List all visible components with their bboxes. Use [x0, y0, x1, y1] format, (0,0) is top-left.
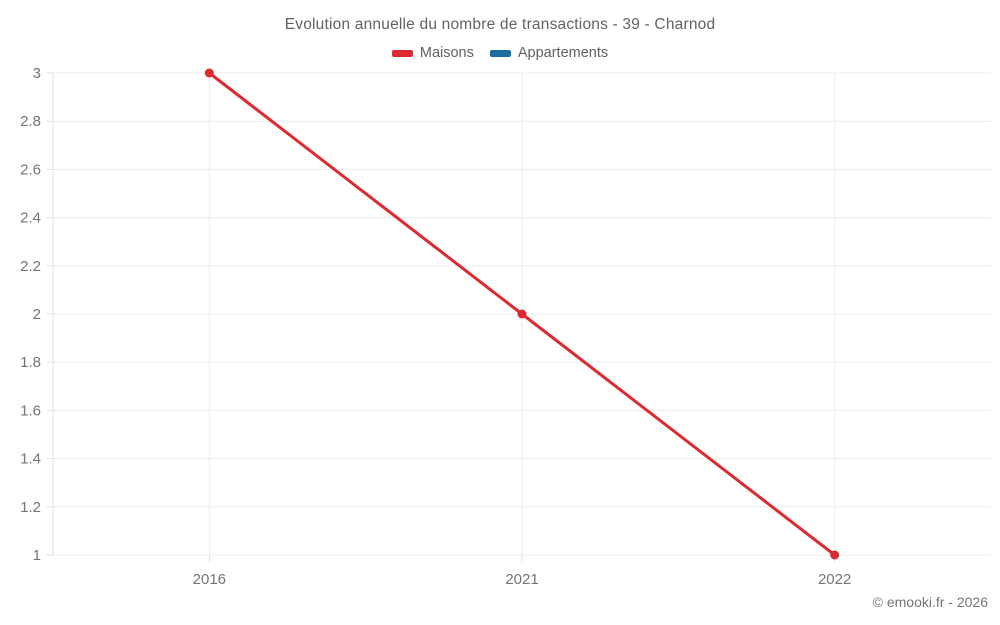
y-tick-label: 2 — [33, 306, 41, 323]
legend-swatch-maisons — [391, 49, 413, 57]
data-point-maisons-2022 — [830, 550, 840, 560]
y-tick-label: 1.4 — [20, 451, 41, 468]
y-tick-label: 2.6 — [20, 161, 41, 178]
legend-item-maisons[interactable]: Maisons — [391, 45, 474, 61]
y-tick-label: 2.2 — [20, 258, 41, 275]
legend-swatch-appartements — [489, 49, 511, 57]
y-tick-label: 1.6 — [20, 402, 41, 419]
y-tick-label: 2.8 — [20, 113, 41, 130]
x-tick-label: 2016 — [193, 571, 226, 588]
copyright-text: © emooki.fr - 2026 — [872, 594, 988, 610]
chart-title: Evolution annuelle du nombre de transact… — [284, 16, 716, 33]
x-tick-label: 2021 — [505, 571, 538, 588]
legend-label-appartements: Appartements — [517, 45, 609, 61]
y-tick-label: 1 — [33, 547, 41, 564]
y-tick-label: 3 — [33, 65, 41, 82]
y-tick-label: 1.8 — [20, 354, 41, 371]
data-point-maisons-2021 — [517, 309, 527, 319]
data-point-maisons-2016 — [204, 68, 214, 78]
y-tick-label: 1.2 — [20, 499, 41, 516]
chart-legend: Maisons Appartements — [0, 45, 1000, 61]
y-tick-label: 2.4 — [20, 210, 41, 227]
legend-item-appartements[interactable]: Appartements — [489, 45, 609, 61]
legend-label-maisons: Maisons — [419, 45, 474, 61]
x-tick-label: 2022 — [818, 571, 851, 588]
